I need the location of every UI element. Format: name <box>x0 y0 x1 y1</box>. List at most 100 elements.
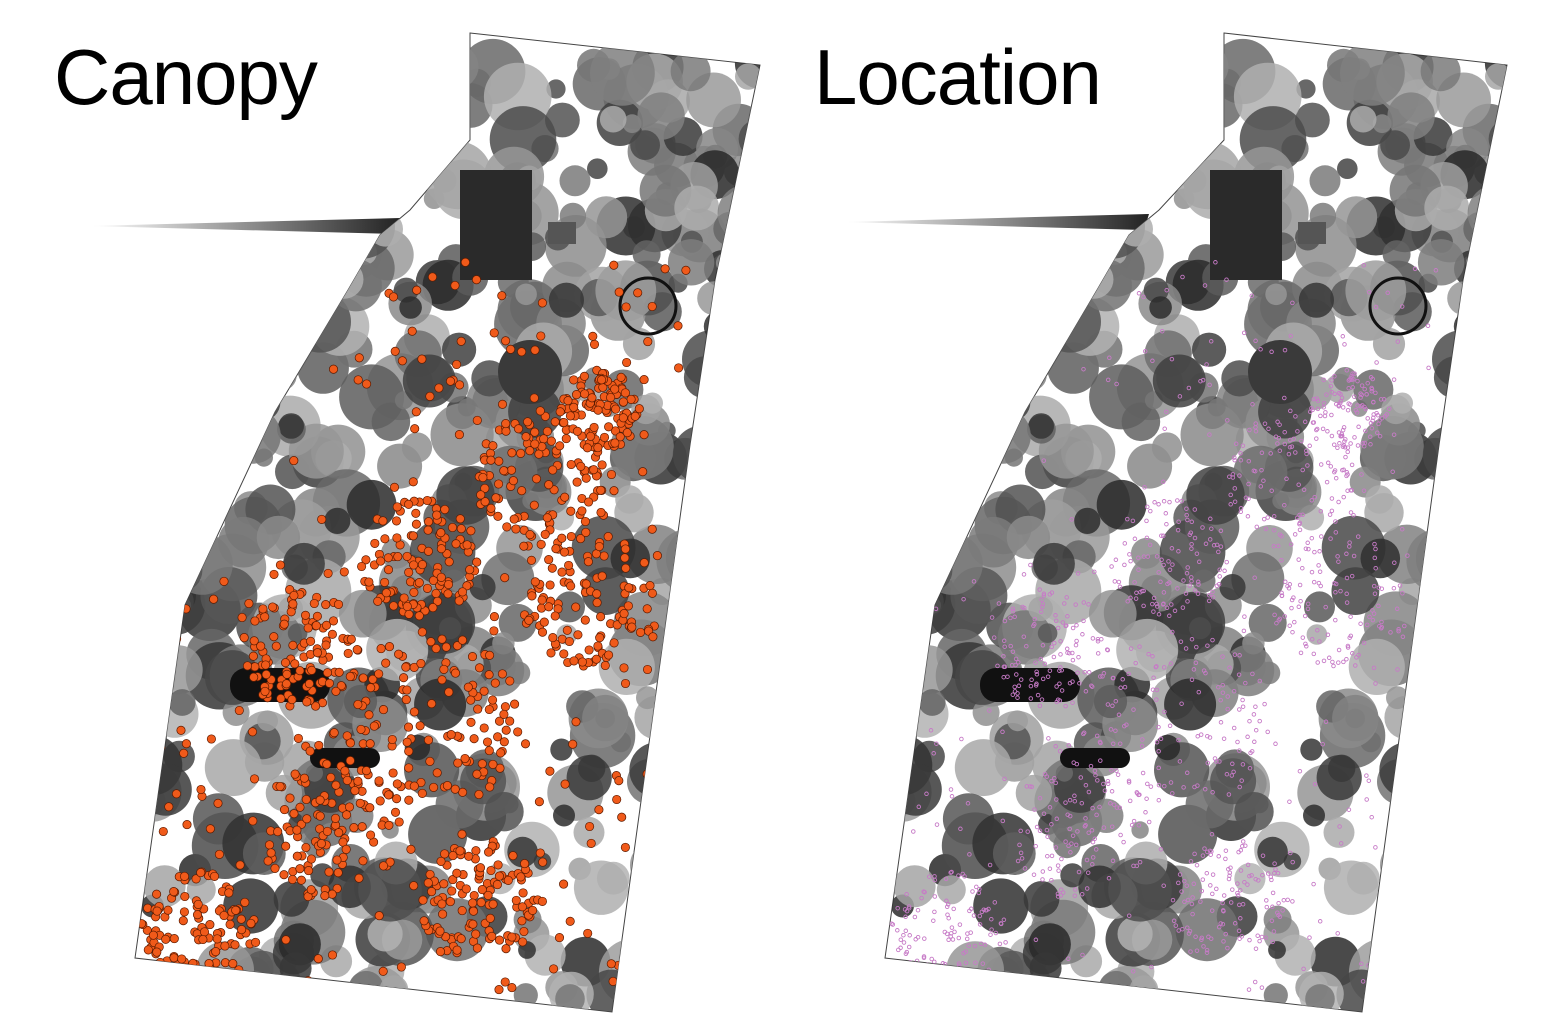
tree-marker <box>1243 843 1248 848</box>
tree-marker <box>1207 593 1212 598</box>
tree-marker <box>588 331 598 341</box>
tree-marker <box>491 493 501 503</box>
tree-marker <box>1320 741 1325 747</box>
canopy-patch <box>433 69 466 102</box>
tree-marker <box>1121 839 1126 845</box>
tree-marker <box>423 546 433 556</box>
canopy-patch <box>921 135 946 160</box>
tree-marker <box>1194 862 1200 868</box>
tree-marker <box>1407 868 1412 874</box>
tree-marker <box>321 640 331 650</box>
tree-marker <box>948 273 953 279</box>
tree-marker <box>1276 912 1281 918</box>
tree-marker <box>436 572 446 582</box>
tree-marker <box>1098 674 1103 679</box>
tree-marker <box>610 384 620 394</box>
tree-marker <box>1179 889 1184 894</box>
tree-marker <box>989 916 994 922</box>
tree-marker <box>627 622 637 632</box>
canopy-patch <box>1016 265 1042 291</box>
tree-marker <box>1412 266 1418 272</box>
tree-marker <box>1282 502 1287 508</box>
tree-marker <box>1207 382 1212 388</box>
tree-marker <box>666 687 676 697</box>
tree-marker <box>281 679 292 689</box>
canopy-patch <box>175 375 221 420</box>
tree-marker <box>1255 933 1260 938</box>
tree-marker <box>507 983 517 993</box>
tree-marker <box>1340 444 1346 449</box>
tree-marker <box>1050 316 1056 321</box>
tree-marker <box>968 972 973 977</box>
canopy-patch <box>1360 415 1424 480</box>
tree-marker <box>1235 739 1240 745</box>
tree-marker <box>1200 877 1206 882</box>
tree-marker <box>478 472 488 483</box>
tree-marker <box>247 373 258 383</box>
tree-marker <box>281 935 291 945</box>
canopy-patch <box>309 211 356 258</box>
canopy-patch <box>1417 239 1465 286</box>
canopy-patch <box>1093 124 1157 187</box>
tree-marker <box>323 568 333 578</box>
canopy-patch <box>195 131 258 193</box>
tree-marker <box>507 448 517 458</box>
tree-marker <box>289 590 299 601</box>
tree-marker <box>1140 737 1145 742</box>
tree-marker <box>971 913 977 918</box>
canopy-patch <box>924 597 942 614</box>
tree-marker <box>392 779 402 789</box>
tree-marker <box>1073 602 1078 607</box>
tree-marker <box>1086 602 1091 607</box>
tree-marker <box>228 959 238 969</box>
tree-marker <box>1291 436 1296 442</box>
canopy-patch <box>1112 119 1151 158</box>
tree-marker <box>972 943 978 949</box>
canopy-patch <box>896 395 941 440</box>
tree-marker <box>1373 546 1378 552</box>
tree-marker <box>1212 756 1218 761</box>
canopy-patch <box>1425 519 1471 566</box>
tree-marker <box>1086 789 1092 795</box>
tree-marker <box>1364 622 1370 628</box>
tree-marker <box>1221 908 1226 914</box>
canopy-patch <box>1274 934 1316 976</box>
canopy-patch <box>585 196 628 239</box>
tree-marker <box>266 848 276 858</box>
tree-marker <box>494 985 504 995</box>
tree-marker <box>564 636 574 647</box>
tree-marker <box>949 324 954 329</box>
canopy-patch <box>1154 734 1181 761</box>
tree-marker <box>264 840 275 850</box>
tree-marker <box>1063 800 1068 805</box>
tree-marker <box>192 910 203 920</box>
tree-marker <box>1010 649 1016 654</box>
tree-marker <box>1321 658 1327 664</box>
tree-marker <box>454 430 464 440</box>
tree-marker <box>1379 624 1385 630</box>
canopy-patch <box>670 51 711 92</box>
tree-marker <box>1034 824 1040 830</box>
tree-marker <box>1105 778 1111 784</box>
canopy-patch <box>348 970 384 1007</box>
tree-marker <box>530 345 540 355</box>
canopy-patch <box>1427 850 1450 873</box>
canopy-panel: Canopy <box>0 0 776 1035</box>
tree-marker <box>1365 416 1370 421</box>
tree-marker <box>1341 659 1346 665</box>
tree-marker <box>654 866 664 876</box>
canopy-patch <box>214 176 281 243</box>
tree-marker <box>345 738 356 748</box>
tree-marker <box>1225 694 1230 699</box>
tree-marker <box>1333 581 1339 587</box>
tree-marker <box>1280 908 1285 913</box>
tree-marker <box>445 376 456 386</box>
tree-marker <box>495 763 505 773</box>
tree-marker <box>1287 582 1293 587</box>
tree-marker <box>1185 565 1190 570</box>
tree-marker <box>1041 591 1047 597</box>
canopy-patch <box>918 689 946 716</box>
canopy-patch <box>991 274 1029 312</box>
tree-marker <box>1161 533 1166 539</box>
tree-marker <box>1108 801 1113 806</box>
